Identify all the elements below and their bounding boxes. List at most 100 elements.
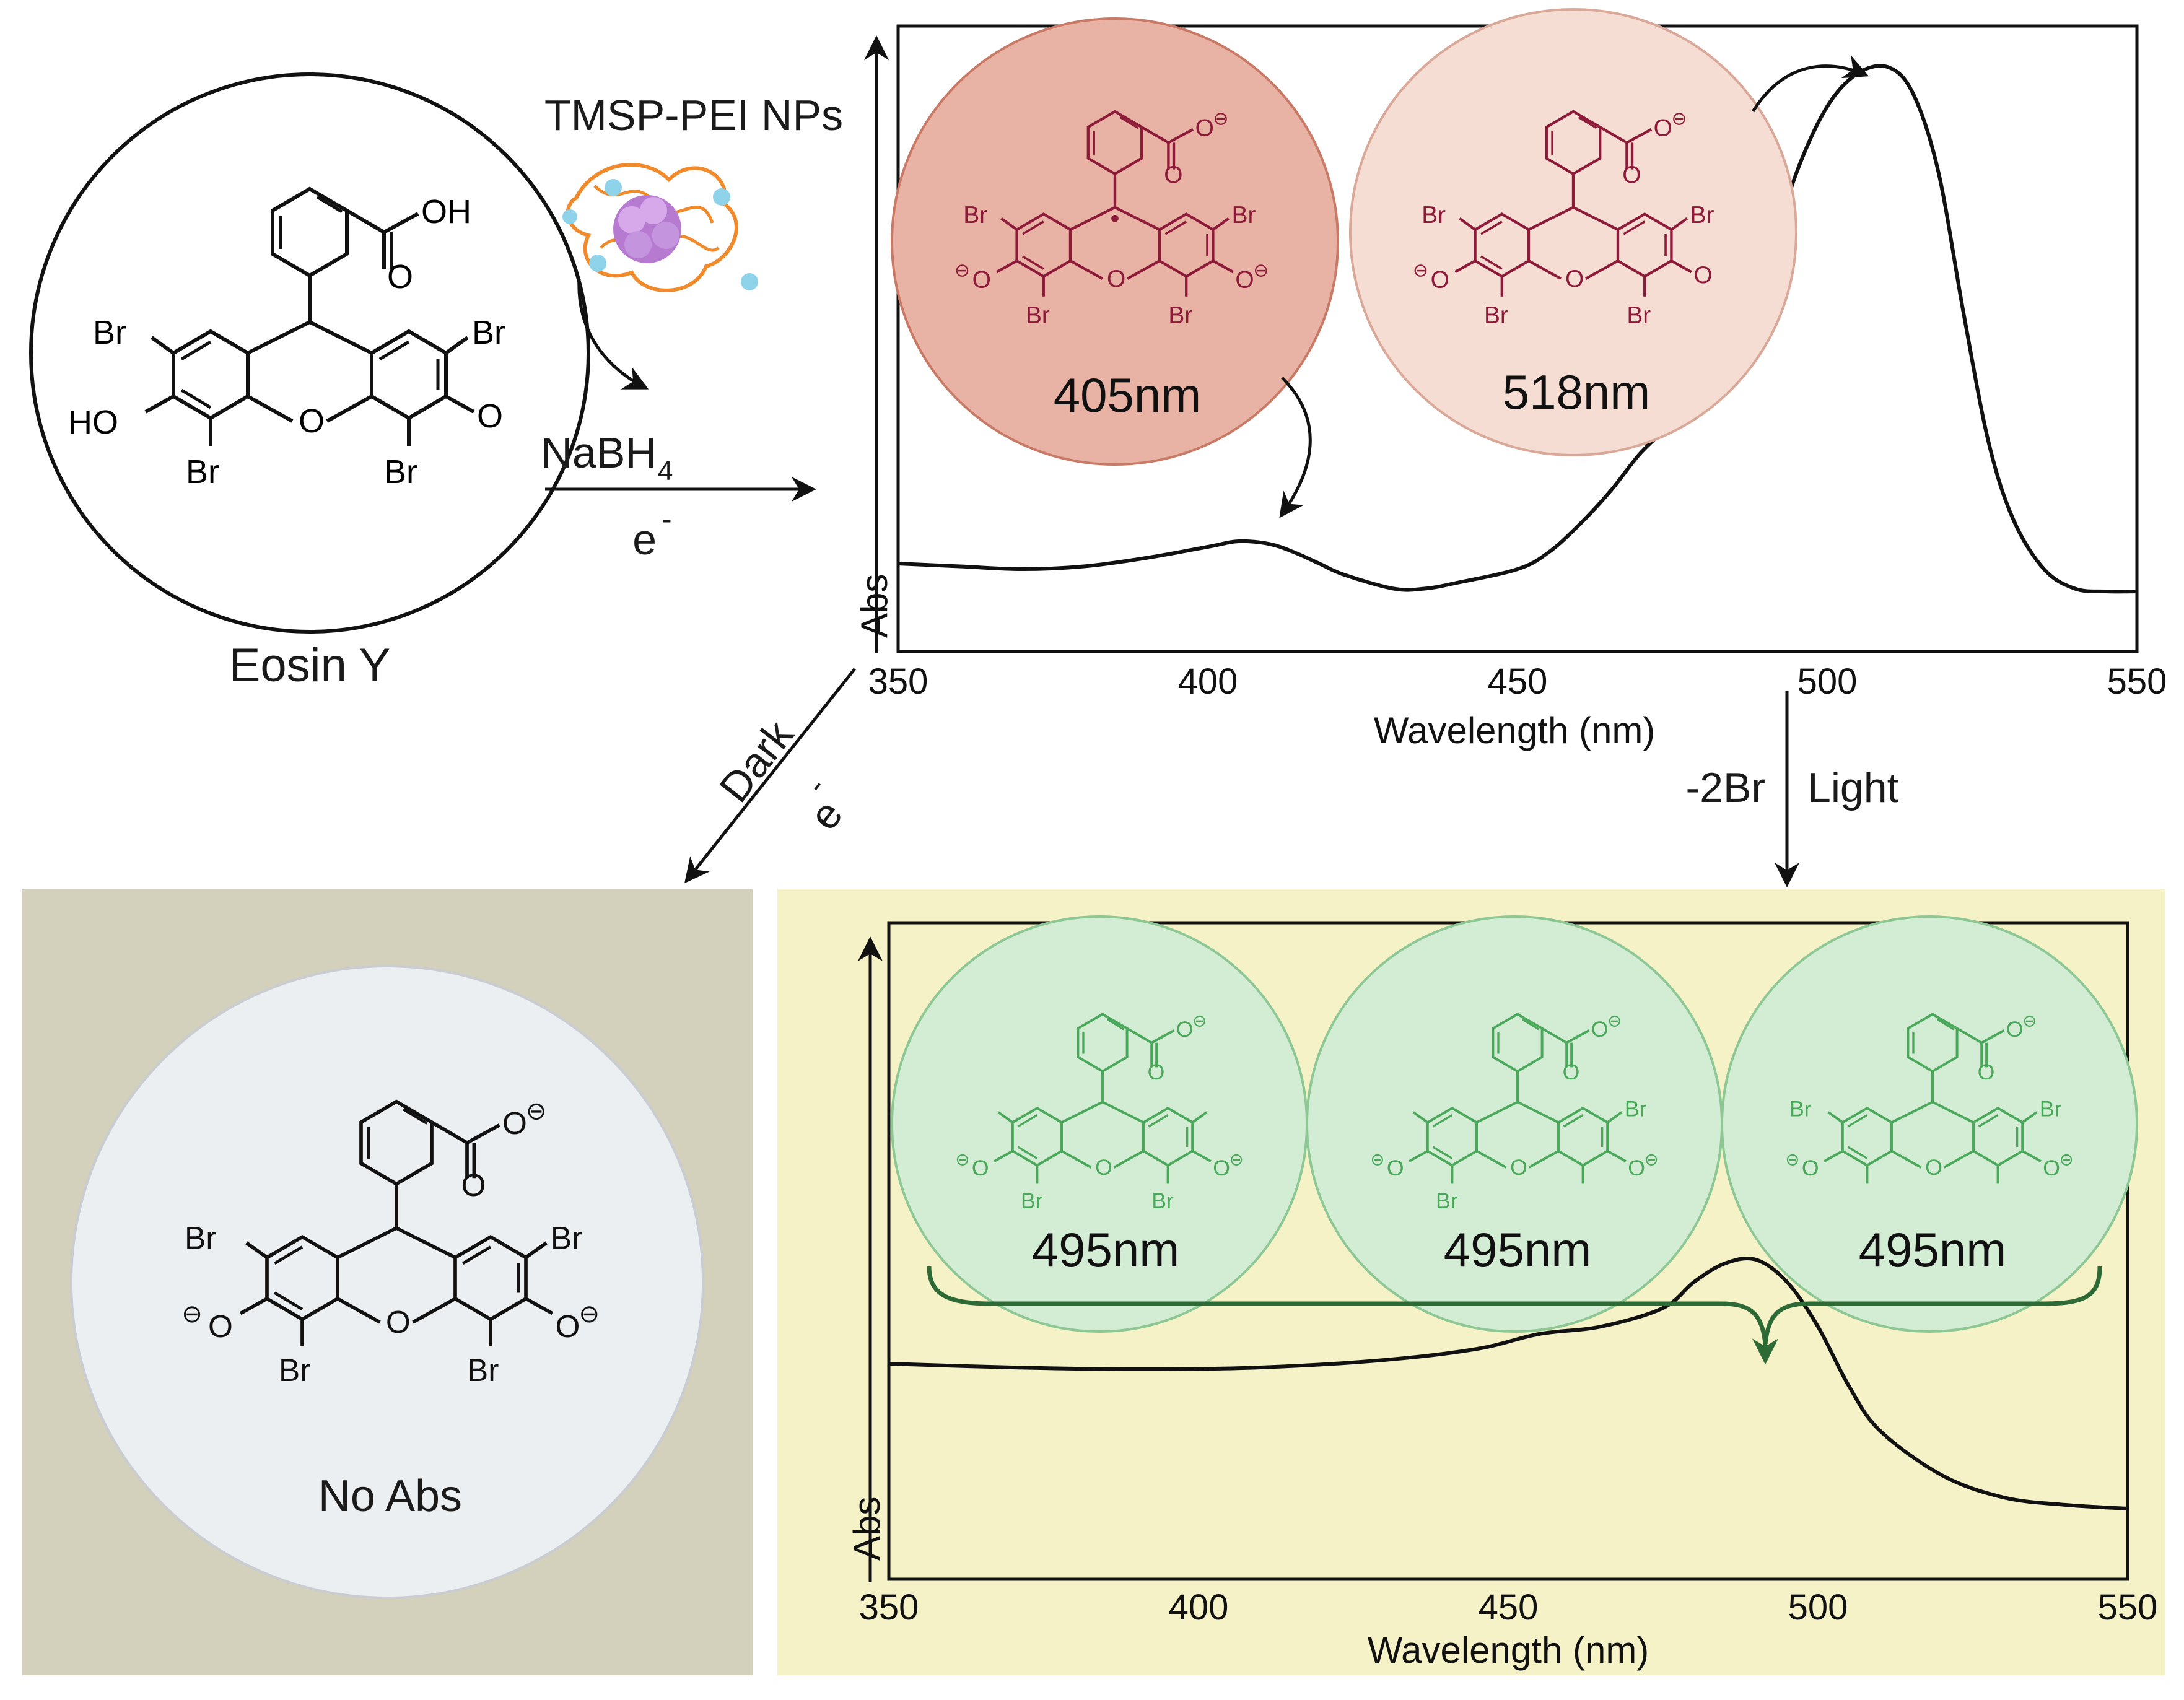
br-label: Br [1021, 1188, 1043, 1213]
ring-oxygen-label: O [1510, 1155, 1527, 1180]
ring-oxygen-label: O [1107, 266, 1125, 292]
phenolate-label: O [208, 1309, 233, 1344]
negative-charge-icon: ⊖ [955, 1150, 969, 1169]
hydroxyl-label: OH [421, 193, 471, 230]
nanoparticle-icon [562, 163, 758, 292]
species-518-circle: O O O ⊖ Br O ⊖ Br Br O Br 518nm [1349, 8, 1797, 456]
negative-charge-icon: ⊖ [2060, 1150, 2074, 1169]
carboxylate-label: O [1654, 115, 1672, 142]
light-label: Light [1807, 764, 1899, 811]
x-tick-label: 550 [2107, 661, 2167, 702]
negative-charge-icon: ⊖ [1253, 260, 1269, 281]
br-label: Br [1627, 302, 1651, 329]
top-x-axis-label: Wavelength (nm) [1374, 710, 1656, 751]
species-405-label: 405nm [1054, 368, 1202, 422]
reagent-block: TMSP-PEI NPs NaBH 4 e - [541, 91, 843, 564]
ketone-oxygen-label: O [1693, 262, 1712, 289]
carboxylate-label: O [1591, 1017, 1609, 1042]
br-label: Br [1690, 202, 1714, 229]
species-518-pointer-arrow [1751, 55, 1869, 113]
species-green-2-label: 495nm [1444, 1223, 1592, 1277]
phenolate-label: O [1431, 266, 1449, 293]
x-tick-label: 400 [1178, 661, 1238, 702]
br-label: Br [1436, 1188, 1458, 1213]
x-tick-label: 350 [868, 661, 928, 702]
br-label: Br [963, 202, 987, 229]
negative-charge-icon: ⊖ [181, 1301, 202, 1328]
br-label: Br [1484, 302, 1508, 329]
ring-oxygen-label: O [1925, 1155, 1942, 1180]
species-green-1-circle: O O O ⊖ O ⊖ Br Br O ⊖ 495nm [891, 915, 1308, 1333]
br-label: Br [1422, 202, 1446, 229]
phenolate-label: O [1235, 266, 1254, 293]
electron-label: e [632, 515, 657, 564]
negative-charge-icon: ⊖ [1213, 109, 1228, 129]
carboxylate-label: O [502, 1105, 527, 1141]
br-label: Br [185, 1220, 216, 1255]
species-518-label: 518nm [1503, 365, 1651, 419]
bottom-spectrum: Abs 350 400 450 500 550 Wavelength (nm) O O … [846, 915, 2158, 1671]
carboxyl-oxygen-label: O [1978, 1060, 1995, 1084]
phenolate-label: O [1628, 1156, 1645, 1180]
carboxyl-oxygen-label: O [1164, 162, 1182, 188]
species-green-3-label: 495nm [1859, 1223, 2007, 1277]
ho-label: HO [68, 404, 118, 441]
negative-charge-icon: ⊖ [1645, 1150, 1659, 1169]
phenolate-label: O [972, 1156, 989, 1180]
light-path: -2Br Light [1686, 691, 1899, 887]
ketone-oxygen-label: O [477, 398, 503, 435]
negative-charge-icon: ⊖ [1192, 1011, 1207, 1030]
x-tick-label: 450 [1479, 1587, 1539, 1628]
no-abs-label: No Abs [318, 1471, 462, 1521]
species-405-pointer-arrow [1279, 377, 1312, 518]
species-green-2-circle: O O O ⊖ O ⊖ Br O ⊖ Br 495nm [1306, 915, 1723, 1333]
top-spectrum: Abs 350 400 450 500 550 Wavelength (nm) O O … [854, 8, 2167, 751]
phenolate-label: O [2043, 1156, 2060, 1180]
negative-charge-icon: ⊖ [579, 1301, 600, 1328]
x-tick-label: 500 [1788, 1587, 1848, 1628]
carboxyl-oxygen-label: O [387, 258, 413, 295]
nabh-subscript: 4 [658, 456, 673, 486]
br-label: Br [551, 1220, 582, 1255]
br-label: Br [279, 1353, 310, 1388]
br-label: Br [1625, 1097, 1647, 1122]
bottom-x-axis-label: Wavelength (nm) [1368, 1629, 1649, 1671]
phenolate-label: O [1387, 1156, 1404, 1180]
x-tick-label: 400 [1169, 1587, 1229, 1628]
negative-charge-icon: ⊖ [2022, 1011, 2037, 1030]
br-label: Br [472, 314, 505, 351]
eosin-y-label: Eosin Y [229, 639, 391, 692]
no-abs-circle [70, 965, 704, 1599]
negative-charge-icon: ⊖ [1671, 109, 1687, 129]
phenolate-label: O [1213, 1156, 1230, 1180]
species-405-circle: O O O ⊖ Br O ⊖ Br Br O ⊖ Br 405nm [891, 17, 1339, 466]
electron-superscript: - [662, 502, 672, 536]
phenolate-label: O [556, 1309, 580, 1344]
carboxylate-label: O [1176, 1017, 1194, 1042]
debromination-label: -2Br [1686, 764, 1765, 811]
bottom-spectrum-line [888, 1256, 2128, 1510]
br-label: Br [1168, 302, 1192, 329]
x-tick-label: 500 [1797, 661, 1858, 702]
nabh-label: NaBH [541, 429, 657, 477]
negative-charge-icon: ⊖ [1230, 1150, 1244, 1169]
br-label: Br [2040, 1097, 2062, 1122]
br-label: Br [1151, 1188, 1174, 1213]
ring-oxygen-label: O [386, 1304, 411, 1340]
negative-charge-icon: ⊖ [1607, 1011, 1622, 1030]
carboxyl-oxygen-label: O [461, 1167, 486, 1203]
species-green-3-circle: O O O ⊖ Br O ⊖ O ⊖ Br 495nm [1721, 915, 2138, 1333]
br-label: Br [1789, 1097, 1812, 1122]
br-label: Br [186, 453, 219, 490]
carboxyl-oxygen-label: O [1563, 1060, 1580, 1084]
catalyst-curved-arrow [577, 278, 649, 390]
carboxyl-oxygen-label: O [1148, 1060, 1165, 1084]
negative-charge-icon: ⊖ [526, 1097, 546, 1125]
negative-charge-icon: ⊖ [1370, 1150, 1384, 1169]
dark-label: Dark [710, 712, 803, 811]
carboxyl-oxygen-label: O [1622, 162, 1641, 188]
top-x-ticks: 350 400 450 500 550 [868, 661, 2167, 702]
x-tick-label: 450 [1488, 661, 1548, 702]
x-tick-label: 550 [2098, 1587, 2158, 1628]
